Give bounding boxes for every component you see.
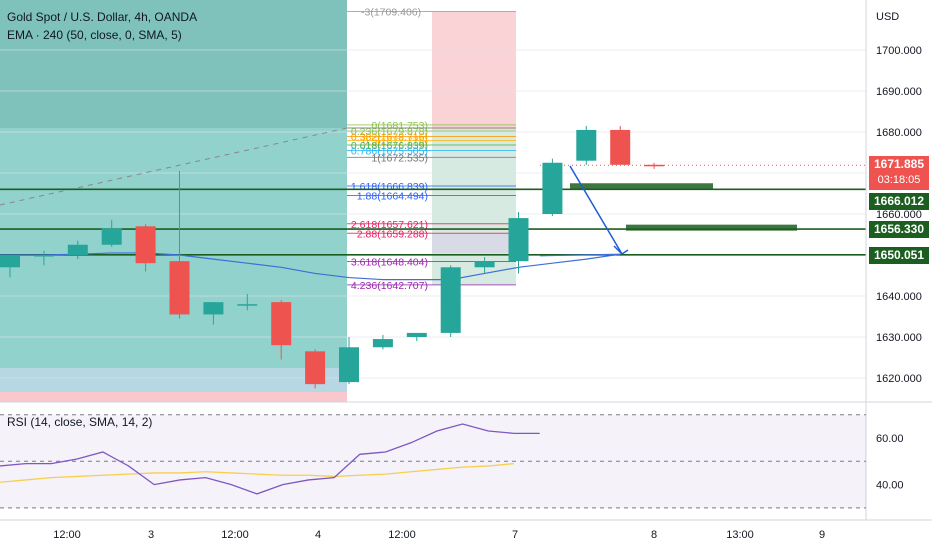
time-axis-tick: 4: [315, 529, 321, 541]
candle-body: [67, 244, 88, 255]
rsi-axis-tick: 60.00: [876, 433, 904, 445]
time-axis-tick: 8: [651, 529, 657, 541]
candle-body: [474, 261, 495, 268]
time-axis-tick: 12:00: [221, 529, 249, 541]
candle-body: [237, 304, 258, 306]
fib-level-label: 2.88(1659.288): [357, 228, 428, 240]
time-axis-tick: 12:00: [388, 529, 416, 541]
candle-body: [644, 164, 665, 167]
candle-countdown: 03:18:05: [877, 174, 921, 186]
candle-body: [339, 347, 359, 383]
support-price-tag-3: 1650.051: [869, 247, 929, 264]
projection-arrow-line: [569, 165, 623, 255]
price-axis-tick: 1630.000: [876, 332, 922, 344]
trade-zone-band: [0, 368, 347, 392]
fib-level-label: -3(1709.406): [361, 6, 421, 18]
candle-body: [406, 332, 427, 337]
time-axis-tick: 9: [819, 529, 825, 541]
fib-level-label: 0.786(1675.505): [351, 145, 428, 157]
target-box-2: [626, 224, 797, 231]
candle-body: [440, 267, 461, 333]
candle-body: [169, 261, 190, 315]
candle-body: [508, 218, 529, 262]
rsi-ma-line: [0, 462, 515, 483]
candle-body: [135, 226, 156, 264]
candle-body: [271, 302, 292, 346]
fib-level-label: 1.88(1664.494): [357, 191, 428, 203]
price-axis-tick: 1640.000: [876, 291, 922, 303]
fib-zone-red: [432, 12, 516, 130]
current-price-tag: 1671.885 03:18:05: [869, 156, 929, 190]
rsi-line: [0, 423, 540, 495]
support-price-tag-2: 1656.330: [869, 221, 929, 238]
price-axis-tick: 1660.000: [876, 209, 922, 221]
candle-body: [542, 162, 563, 214]
fib-level-label: 0(1681.753): [371, 120, 428, 132]
price-axis-tick: 1700.000: [876, 45, 922, 57]
price-axis-tick: 1680.000: [876, 127, 922, 139]
price-axis-tick: 1620.000: [876, 373, 922, 385]
trade-zone-green-top: [0, 0, 347, 128]
candle-body: [203, 302, 224, 315]
candle-body: [610, 129, 631, 165]
support-price-tag-1: 1666.012: [869, 193, 929, 210]
chart-title: Gold Spot / U.S. Dollar, 4h, OANDA: [7, 10, 198, 24]
time-axis-tick: 12:00: [53, 529, 81, 541]
projection-arrow-head: [613, 245, 629, 255]
time-axis-tick: 13:00: [726, 529, 754, 541]
fib-level-label: 3.618(1648.404): [351, 257, 428, 269]
fib-level-label: 0.382(1678.716): [351, 132, 428, 144]
candle-body: [372, 339, 393, 348]
target-box-1: [570, 183, 713, 190]
fib-zone-green: [432, 130, 516, 285]
rsi-indicator-label[interactable]: RSI (14, close, SMA, 14, 2): [7, 415, 153, 429]
candle-body: [33, 255, 54, 257]
fib-level-label: 0.5(1677.778): [363, 136, 428, 148]
price-axis-currency: USD: [876, 11, 899, 23]
ema-line: [0, 252, 621, 281]
time-axis-tick: 7: [512, 529, 518, 541]
current-price-value: 1671.885: [873, 157, 925, 171]
fib-level-label: 0.236(1679.878): [351, 126, 428, 138]
fib-level-label: 2.618(1657.621): [351, 219, 428, 231]
fib-level-label: 1(1672.535): [371, 152, 428, 164]
time-axis-tick: 3: [148, 529, 154, 541]
rsi-axis-tick: 40.00: [876, 480, 904, 492]
price-axis-tick: 1690.000: [876, 86, 922, 98]
candle-body: [576, 129, 597, 161]
fib-level-label: 4.236(1642.707): [351, 280, 428, 292]
candle-body: [101, 228, 122, 245]
fib-level-label: 0.618(1676.839): [351, 140, 428, 152]
candle-body: [305, 351, 326, 385]
trade-zone-red-strip: [0, 392, 347, 402]
ema-indicator-label[interactable]: EMA · 240 (50, close, 0, SMA, 5): [7, 28, 182, 42]
fib-zone-purple: [432, 233, 516, 253]
candle-body: [0, 255, 20, 268]
